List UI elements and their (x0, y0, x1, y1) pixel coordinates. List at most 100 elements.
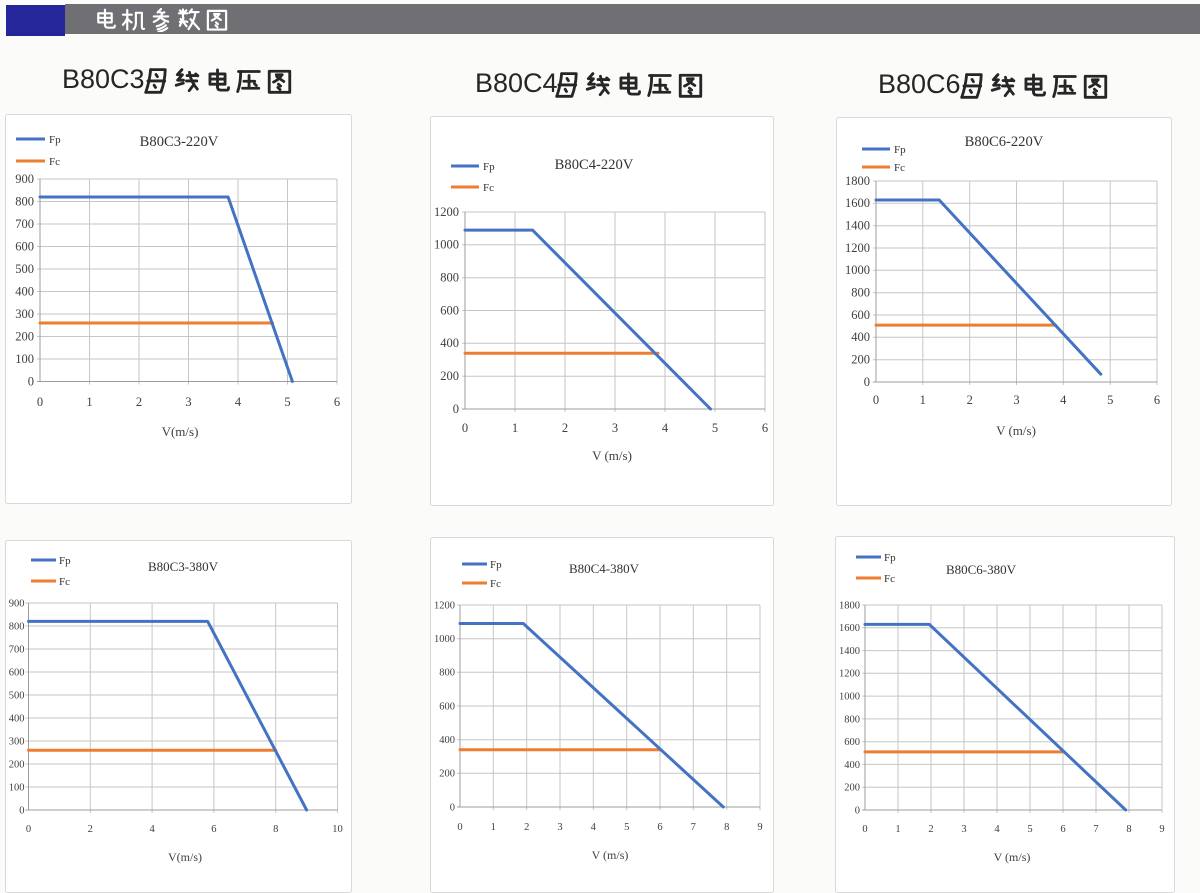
svg-text:0: 0 (28, 374, 34, 388)
svg-text:800: 800 (851, 286, 870, 300)
svg-text:B80C6-220V: B80C6-220V (965, 134, 1044, 150)
svg-text:800: 800 (439, 668, 455, 679)
svg-text:4: 4 (1060, 393, 1067, 407)
svg-text:5: 5 (1107, 393, 1113, 407)
svg-text:Fc: Fc (59, 576, 70, 588)
svg-text:400: 400 (851, 330, 870, 344)
svg-text:4: 4 (662, 421, 669, 435)
svg-text:400: 400 (9, 713, 25, 724)
svg-text:1400: 1400 (839, 646, 860, 657)
svg-text:3: 3 (961, 824, 966, 835)
svg-text:300: 300 (15, 307, 34, 321)
svg-text:Fp: Fp (49, 134, 61, 146)
svg-text:700: 700 (15, 217, 34, 231)
svg-text:6: 6 (657, 822, 662, 833)
svg-text:3: 3 (612, 421, 618, 435)
svg-text:0: 0 (453, 402, 459, 416)
svg-text:200: 200 (15, 329, 34, 343)
svg-text:1600: 1600 (839, 623, 860, 634)
svg-text:400: 400 (15, 284, 34, 298)
svg-text:5: 5 (284, 395, 290, 409)
svg-text:900: 900 (15, 172, 34, 186)
svg-text:Fp: Fp (490, 559, 502, 571)
svg-text:B80C6-380V: B80C6-380V (946, 562, 1017, 577)
svg-text:9: 9 (757, 822, 762, 833)
svg-text:B80C3-220V: B80C3-220V (140, 134, 219, 150)
svg-text:500: 500 (15, 262, 34, 276)
svg-text:V(m/s): V(m/s) (168, 850, 202, 864)
svg-text:800: 800 (440, 271, 459, 285)
svg-text:1200: 1200 (434, 205, 459, 219)
svg-text:200: 200 (440, 369, 459, 383)
svg-text:0: 0 (450, 802, 455, 813)
svg-text:1000: 1000 (434, 634, 455, 645)
svg-text:3: 3 (1013, 393, 1019, 407)
svg-text:B80C4-220V: B80C4-220V (555, 157, 634, 173)
svg-text:2: 2 (967, 393, 973, 407)
svg-text:900: 900 (9, 598, 25, 609)
svg-text:6: 6 (1060, 824, 1065, 835)
svg-text:4: 4 (149, 824, 155, 835)
svg-text:V(m/s): V(m/s) (162, 424, 199, 439)
svg-text:1000: 1000 (839, 692, 860, 703)
svg-text:Fp: Fp (884, 552, 896, 564)
svg-text:6: 6 (1154, 393, 1160, 407)
svg-text:600: 600 (15, 239, 34, 253)
svg-text:1: 1 (895, 824, 900, 835)
svg-text:5: 5 (624, 822, 629, 833)
svg-text:0: 0 (457, 822, 462, 833)
svg-text:0: 0 (864, 375, 870, 389)
svg-text:4: 4 (994, 824, 1000, 835)
svg-text:0: 0 (462, 421, 468, 435)
svg-text:V (m/s): V (m/s) (994, 850, 1031, 864)
svg-text:0: 0 (862, 824, 867, 835)
svg-text:600: 600 (9, 667, 25, 678)
svg-text:300: 300 (9, 736, 25, 747)
svg-text:1: 1 (86, 395, 92, 409)
svg-text:1600: 1600 (845, 196, 870, 210)
svg-text:1: 1 (920, 393, 926, 407)
svg-text:V (m/s): V (m/s) (996, 423, 1036, 438)
svg-text:1: 1 (512, 421, 518, 435)
svg-text:5: 5 (1027, 824, 1032, 835)
svg-text:Fp: Fp (483, 161, 495, 173)
svg-text:1200: 1200 (434, 600, 455, 611)
svg-text:2: 2 (524, 822, 529, 833)
svg-text:600: 600 (439, 701, 455, 712)
svg-text:3: 3 (185, 395, 191, 409)
svg-text:500: 500 (9, 690, 25, 701)
svg-text:1800: 1800 (839, 600, 860, 611)
svg-text:200: 200 (844, 783, 860, 794)
svg-text:Fc: Fc (483, 182, 494, 194)
svg-text:7: 7 (691, 822, 696, 833)
svg-text:200: 200 (9, 759, 25, 770)
svg-text:2: 2 (928, 824, 933, 835)
svg-text:6: 6 (334, 395, 340, 409)
svg-text:600: 600 (851, 308, 870, 322)
svg-text:0: 0 (37, 395, 43, 409)
svg-text:10: 10 (332, 824, 343, 835)
svg-text:3: 3 (557, 822, 562, 833)
svg-text:1000: 1000 (845, 263, 870, 277)
svg-text:Fc: Fc (884, 573, 895, 585)
svg-text:8: 8 (724, 822, 729, 833)
svg-text:0: 0 (19, 805, 24, 816)
svg-text:B80C3-380V: B80C3-380V (148, 559, 219, 574)
svg-text:1: 1 (491, 822, 496, 833)
svg-text:0: 0 (855, 805, 860, 816)
svg-text:6: 6 (762, 421, 768, 435)
svg-text:400: 400 (440, 336, 459, 350)
svg-text:1800: 1800 (845, 174, 870, 188)
svg-text:7: 7 (1093, 824, 1098, 835)
svg-text:1200: 1200 (839, 669, 860, 680)
svg-text:9: 9 (1159, 824, 1164, 835)
svg-text:600: 600 (440, 303, 459, 317)
svg-text:Fc: Fc (490, 578, 501, 590)
svg-text:1400: 1400 (845, 219, 870, 233)
svg-text:2: 2 (136, 395, 142, 409)
svg-text:1200: 1200 (845, 241, 870, 255)
svg-text:6: 6 (211, 824, 216, 835)
svg-text:2: 2 (88, 824, 93, 835)
svg-text:8: 8 (273, 824, 278, 835)
svg-text:0: 0 (26, 824, 31, 835)
